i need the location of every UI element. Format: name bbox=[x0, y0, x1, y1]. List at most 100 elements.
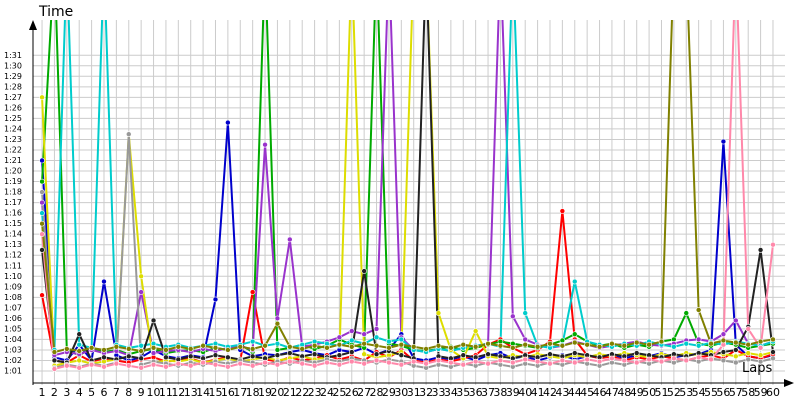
x-tick-label: 7 bbox=[113, 386, 120, 399]
lap-marker bbox=[633, 350, 640, 356]
x-tick-label: 56 bbox=[716, 386, 730, 399]
lap-marker bbox=[262, 359, 268, 366]
tick-labels: 1:01 1:02 1:031:04 1:051:06 1:071:08 1:091:10… bbox=[4, 51, 780, 399]
x-tick-label: 52 bbox=[667, 386, 681, 399]
lap-marker bbox=[324, 359, 330, 366]
lap-marker bbox=[733, 339, 739, 346]
y-axis-title: Time bbox=[38, 4, 73, 20]
lap-marker bbox=[138, 355, 144, 362]
lap-marker bbox=[596, 358, 603, 365]
lap-marker bbox=[249, 338, 256, 345]
lap-marker bbox=[720, 357, 727, 364]
lap-marker bbox=[733, 353, 739, 360]
y-tick-label: 1:12 bbox=[4, 251, 22, 260]
lap-marker bbox=[671, 343, 677, 350]
x-tick-label: 47 bbox=[605, 386, 619, 399]
lap-marker bbox=[720, 349, 727, 355]
lap-marker bbox=[373, 326, 380, 332]
lap-marker bbox=[163, 347, 169, 353]
lap-marker bbox=[200, 342, 206, 349]
lap-marker bbox=[262, 342, 268, 349]
lap-marker bbox=[621, 342, 628, 349]
lap-marker bbox=[423, 360, 429, 367]
lap-marker bbox=[212, 352, 219, 359]
lap-marker bbox=[757, 345, 764, 351]
lap-marker bbox=[101, 354, 107, 361]
y-tick-label: 1:11 bbox=[4, 261, 22, 270]
y-tick-label: 1:06 bbox=[4, 314, 22, 323]
lap-marker bbox=[138, 348, 144, 354]
x-tick-label: 57 bbox=[729, 386, 743, 399]
lap-marker bbox=[76, 365, 83, 371]
y-tick-label: 1:31 bbox=[4, 51, 22, 60]
lap-marker bbox=[274, 320, 281, 327]
lap-marker bbox=[274, 361, 281, 368]
x-tick-label: 6 bbox=[100, 386, 107, 399]
x-tick-label: 1 bbox=[39, 386, 46, 399]
lap-marker bbox=[596, 343, 603, 350]
lap-marker bbox=[336, 341, 343, 348]
lap-marker bbox=[348, 328, 355, 334]
lap-marker bbox=[571, 339, 578, 346]
x-tick-label: 44 bbox=[568, 386, 582, 399]
lap-marker bbox=[51, 349, 58, 355]
x-tick-label: 50 bbox=[642, 386, 656, 399]
lap-marker bbox=[720, 337, 727, 344]
lap-marker bbox=[373, 342, 380, 349]
lap-marker bbox=[559, 342, 566, 349]
lap-marker bbox=[39, 220, 45, 227]
lap-marker bbox=[435, 310, 442, 316]
x-tick-label: 48 bbox=[617, 386, 631, 399]
lap-marker bbox=[547, 360, 553, 367]
x-tick-label: 8 bbox=[125, 386, 132, 399]
x-tick-label: 15 bbox=[208, 386, 222, 399]
x-tick-label: 26 bbox=[345, 386, 359, 399]
x-axis-arrow bbox=[784, 379, 794, 387]
x-tick-label: 28 bbox=[370, 386, 384, 399]
x-tick-label: 32 bbox=[419, 386, 433, 399]
lap-marker bbox=[249, 346, 256, 352]
lap-marker bbox=[150, 345, 157, 351]
x-tick-label: 46 bbox=[593, 386, 607, 399]
x-tick-label: 9 bbox=[138, 386, 145, 399]
lap-marker bbox=[348, 349, 355, 355]
lap-marker bbox=[695, 342, 702, 349]
lap-marker bbox=[571, 331, 578, 337]
lap-marker bbox=[423, 346, 429, 352]
lap-marker bbox=[336, 352, 343, 359]
x-tick-label: 22 bbox=[295, 386, 309, 399]
x-tick-label: 13 bbox=[184, 386, 198, 399]
y-tick-label: 1:23 bbox=[4, 135, 22, 144]
y-tick-label: 1:18 bbox=[4, 188, 22, 197]
lap-marker bbox=[249, 353, 256, 360]
lap-marker bbox=[733, 317, 739, 324]
lap-marker bbox=[39, 199, 45, 206]
x-tick-label: 53 bbox=[679, 386, 693, 399]
lap-marker bbox=[547, 340, 553, 347]
lap-marker bbox=[200, 359, 206, 366]
lap-marker bbox=[621, 357, 628, 364]
lap-marker bbox=[150, 317, 157, 324]
lap-marker bbox=[225, 354, 231, 361]
lap-marker bbox=[76, 341, 83, 348]
lap-marker bbox=[163, 354, 169, 361]
lap-marker bbox=[609, 340, 615, 347]
lap-marker bbox=[125, 131, 132, 137]
lap-marker bbox=[609, 355, 615, 362]
y-tick-label: 1:08 bbox=[4, 293, 22, 302]
lap-marker bbox=[361, 331, 367, 337]
lap-marker bbox=[101, 278, 107, 285]
x-tick-label: 24 bbox=[320, 386, 334, 399]
lap-marker bbox=[361, 360, 367, 367]
grid bbox=[33, 20, 785, 385]
y-tick-label: 1:24 bbox=[4, 124, 22, 133]
lap-marker bbox=[770, 241, 776, 248]
y-tick-label: 1:04 bbox=[4, 335, 22, 344]
x-tick-label: 60 bbox=[766, 386, 780, 399]
lap-marker bbox=[683, 357, 690, 364]
x-tick-label: 37 bbox=[481, 386, 495, 399]
x-tick-label: 58 bbox=[741, 386, 755, 399]
lap-marker bbox=[373, 334, 380, 341]
y-tick-label: 1:02 bbox=[4, 356, 22, 365]
